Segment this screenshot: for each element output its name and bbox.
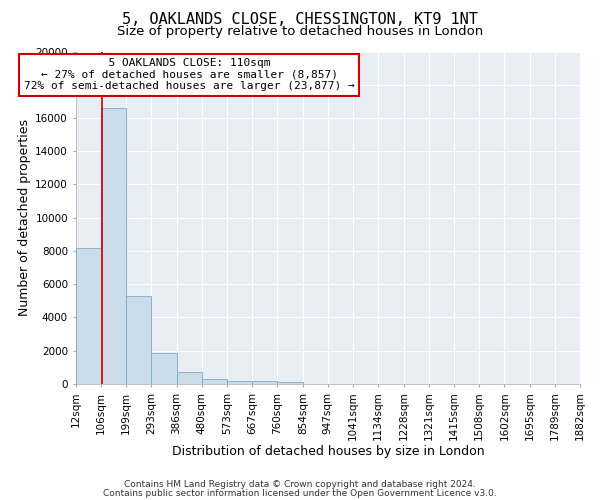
Text: 5 OAKLANDS CLOSE: 110sqm  
← 27% of detached houses are smaller (8,857)
72% of s: 5 OAKLANDS CLOSE: 110sqm ← 27% of detach… (24, 58, 355, 92)
Bar (277, 382, 303, 384)
Text: 5, OAKLANDS CLOSE, CHESSINGTON, KT9 1NT: 5, OAKLANDS CLOSE, CHESSINGTON, KT9 1NT (122, 12, 478, 28)
Bar (151, 353, 176, 384)
Text: Contains public sector information licensed under the Open Government Licence v3: Contains public sector information licen… (103, 488, 497, 498)
Bar (101, 108, 126, 384)
Text: Contains HM Land Registry data © Crown copyright and database right 2024.: Contains HM Land Registry data © Crown c… (124, 480, 476, 489)
Bar (253, 382, 277, 384)
Bar (202, 379, 227, 384)
Text: Size of property relative to detached houses in London: Size of property relative to detached ho… (117, 25, 483, 38)
Bar (176, 372, 202, 384)
Bar (76, 248, 101, 384)
X-axis label: Distribution of detached houses by size in London: Distribution of detached houses by size … (172, 444, 484, 458)
Bar (126, 296, 151, 384)
Y-axis label: Number of detached properties: Number of detached properties (18, 119, 31, 316)
Bar (227, 380, 253, 384)
